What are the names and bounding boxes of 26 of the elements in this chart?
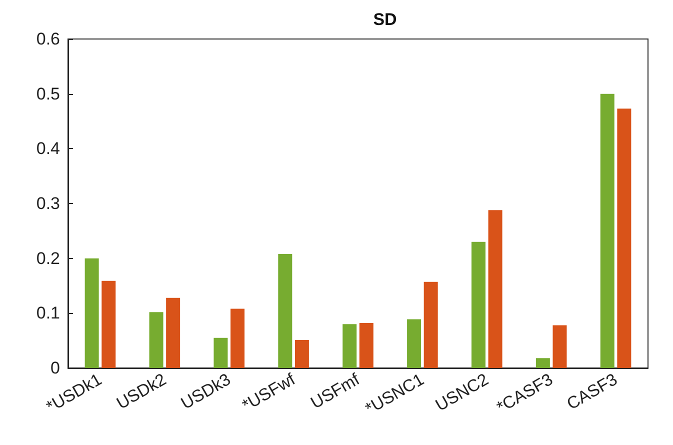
bar: [600, 94, 614, 368]
bar: [149, 312, 164, 368]
bar: [536, 358, 550, 368]
y-tick-label: 0.3: [36, 194, 60, 213]
bar: [294, 340, 309, 368]
bar: [407, 319, 422, 368]
chart-title: SD: [373, 10, 397, 29]
bar: [214, 338, 228, 368]
y-tick-label: 0.1: [36, 304, 60, 323]
bar: [488, 210, 502, 368]
bar: [617, 108, 632, 368]
bar: [342, 324, 357, 368]
y-tick-label: 0.6: [36, 30, 60, 48]
bar: [84, 258, 99, 368]
y-tick-label: 0.5: [36, 84, 60, 104]
bar: [471, 242, 486, 368]
bar: [230, 308, 245, 368]
bar: [424, 282, 438, 368]
y-tick-label: 0.4: [36, 139, 60, 158]
bar: [102, 280, 116, 368]
bar: [552, 325, 567, 368]
bar: [278, 254, 292, 368]
y-tick-label: 0.2: [36, 248, 60, 268]
y-tick-label: 0: [50, 358, 60, 378]
bar: [166, 298, 180, 368]
bar: [359, 323, 374, 368]
